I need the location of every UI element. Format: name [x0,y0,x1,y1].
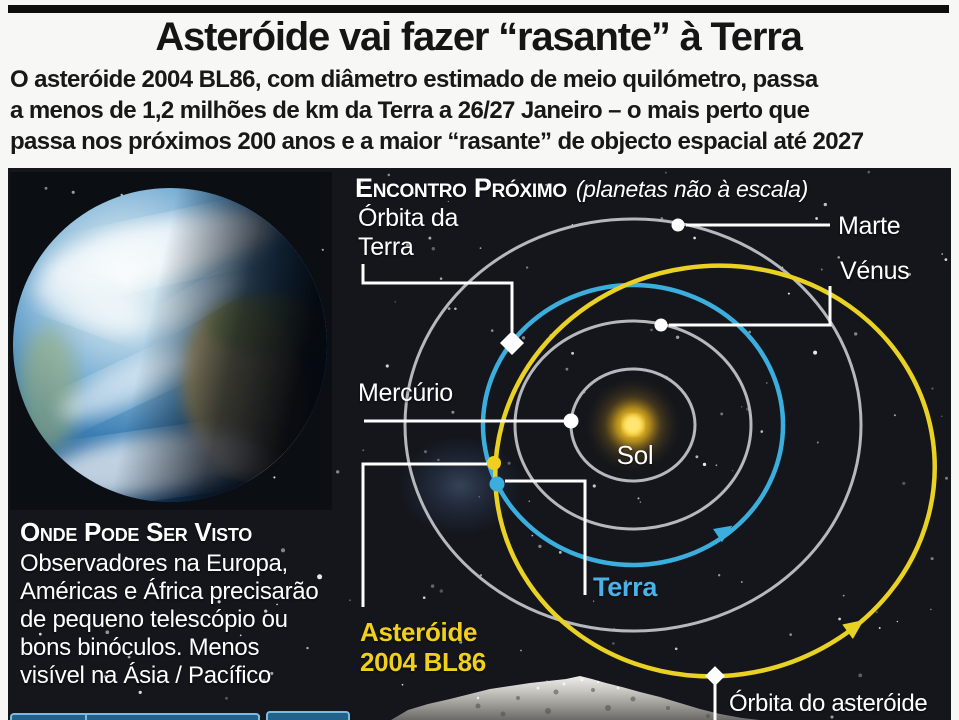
asteroid-callout-line [361,462,487,607]
bottom-table-stub-left [10,713,260,720]
venus-callout-line [669,286,832,327]
where-visible-heading: Onde Pode Ser Visto [20,517,252,547]
label-earth: Terra [593,572,658,602]
where-visible-text: Observadores na Europa, Américas e Áfric… [20,550,319,689]
orbit-diagram [10,170,949,720]
asteroid-surface-photo [391,676,760,720]
mercury-dot [563,413,579,429]
earth-terminator-shadow [13,188,327,502]
top-rule-bar [8,5,949,13]
label-mars: Marte [838,212,901,240]
label-mercury: Mercúrio [358,379,453,407]
bottom-table-stub-right [266,711,350,720]
subtitle-line-1: O asteróide 2004 BL86, com diâmetro esti… [10,66,818,93]
asteroid-direction-arrow [842,620,864,640]
earth-orbit-callout-line [361,264,514,332]
orbit-diagram-panel: Encontro Próximo (planetas não à escala) … [8,168,951,720]
venus-dot [654,318,668,332]
callout-lines [361,223,832,720]
earth-direction-arrow [713,525,733,543]
bottom-table-divider [85,714,87,720]
diagram-heading-text: Encontro Próximo [355,173,567,203]
diagram-heading-note: (planetas não à escala) [575,176,809,202]
subtitle-line-2: a menos de 1,2 milhões de km da Terra a … [10,97,810,124]
diagram-heading: Encontro Próximo (planetas não à escala) [355,174,808,204]
label-sun: Sol [616,440,654,470]
earth-orbit [480,282,786,568]
venus-orbit [513,319,753,531]
mars-orbit [403,217,863,633]
earth-dot [489,476,505,492]
encounter-diamond-asteroid-orbit [705,666,725,686]
asteroid-dot [487,456,501,470]
label-asteroid: Asteróide 2004 BL86 [360,617,486,677]
asteroid-orbit [493,263,937,679]
page-subtitle: O asteróide 2004 BL86, com diâmetro esti… [10,64,956,157]
terra-callout-line [505,479,587,595]
earth-photo [13,188,327,502]
sun-core [623,415,643,435]
mars-dot [671,218,685,232]
label-venus: Vénus [840,257,910,285]
page-title: Asteróide vai fazer “rasante” à Terra [155,15,802,59]
label-earth-orbit: Órbita da Terra [358,204,459,261]
subtitle-line-3: passa nos próximos 200 anos e a maior “r… [10,128,864,155]
label-asteroid-orbit: Órbita do asteróide [729,690,928,717]
